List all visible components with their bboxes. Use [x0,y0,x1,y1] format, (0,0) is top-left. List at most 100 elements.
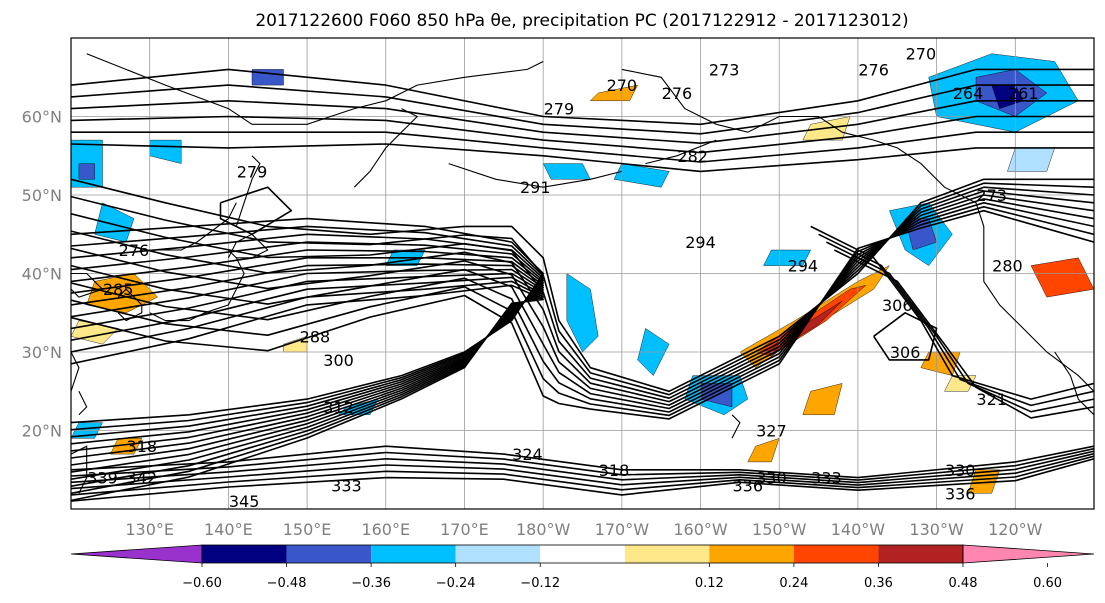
contour-label: 339 [87,469,118,488]
y-tick-label: 20°N [22,422,62,441]
y-tick-label: 50°N [22,186,62,205]
theta-e-contour [71,458,1094,502]
precip-area [566,273,599,353]
contour-label: 330 [945,461,976,480]
contour-label: 279 [544,100,575,119]
precip-area [542,163,591,180]
contour-label: 312 [323,398,354,417]
contour-labels: 273 276 270 279 282 279 276 285 291 288 300 294 294 3… [87,45,1039,509]
theta-e-contour [71,455,1094,496]
x-tick-label: 150°E [283,520,332,539]
colorbar-extend-low [70,544,203,564]
x-tick-label: 170°W [595,520,650,539]
coastline [86,53,544,125]
contour-label: 273 [709,60,740,79]
theta-e-contour [71,450,1094,484]
theta-e-contour [71,452,1094,490]
theta-e-contour [833,249,1094,419]
theta-e-contour [219,186,293,236]
contour-label: 276 [858,60,889,79]
contour-label: 318 [599,461,630,480]
precip-area [763,249,812,266]
theta-e-contour [818,233,1094,407]
theta-e-contour [71,194,1094,406]
theta-e-contour [71,186,1094,400]
colorbar-segment [286,545,372,563]
x-tick-label: 160°E [361,520,410,539]
coastline [353,108,419,188]
colorbar: −0.60 −0.48 −0.36 −0.24 −0.12 0.12 0.24 0.36 0.4… [70,544,1095,591]
contour-label: 306 [882,296,913,315]
coastline [157,202,237,251]
theta-e-contour [71,445,1094,479]
colorbar-tick-label: 0.12 [695,576,724,591]
x-tick-label: 130°W [909,520,964,539]
contour-label: 276 [662,84,693,103]
contour-label: 282 [677,147,708,166]
colorbar-segment [709,545,794,563]
chart-title: 2017122600 F060 850 hPa θe, precipitatio… [255,11,908,31]
contour-label: 294 [788,257,819,276]
coastline [448,163,622,188]
theta-e-contour [826,241,1094,413]
theta-e-contour [71,209,1094,420]
y-tick-label: 40°N [22,265,62,284]
contour-label: 342 [127,469,158,488]
theta-e-contour [873,311,938,361]
precip-area [747,437,780,463]
y-axis-ticks: 20°N 30°N 40°N 50°N 60°N [22,108,62,441]
contour-label: 333 [811,469,842,488]
colorbar-tick-label: 0.36 [864,576,893,591]
contour-label: 291 [520,178,551,197]
contour-label: 261 [1008,84,1039,103]
contour-label: 280 [992,257,1023,276]
precip-area [1007,147,1055,172]
colorbar-segment [793,545,879,563]
theta-e-contour [810,225,1094,400]
map-frame [70,37,1095,510]
colorbar-extend-high [962,544,1095,564]
precip-area [613,163,670,188]
x-tick-label: 160°W [673,520,728,539]
colorbar-tick-label: −0.60 [182,576,222,591]
contour-label: 324 [512,445,543,464]
contour-label: 264 [953,84,984,103]
coastline [645,139,717,165]
colorbar-segment [624,545,710,563]
colorbar-tick-label: −0.12 [520,576,560,591]
colorbar-segment [540,545,625,563]
x-tick-label: 120°W [988,520,1043,539]
contour-label: 327 [756,422,787,441]
x-tick-label: 140°W [831,520,886,539]
contour-label: 333 [331,476,362,495]
precip-area [1030,257,1094,298]
colorbar-tick-label: 0.60 [1033,576,1062,591]
x-tick-label: 170°E [440,520,489,539]
coastline [731,414,741,439]
contour-label: 300 [323,351,354,370]
x-axis-ticks: 130°E 140°E 150°E 160°E 170°E 180°W 170°W 160°W… [125,520,1042,539]
coastline [983,250,1094,392]
precip-area [802,383,843,415]
theta-e-contour [71,115,1094,154]
theta-e-contour [71,131,1094,163]
map-area: 273 276 270 279 282 279 276 285 291 288 300 294 294 3… [71,38,1094,509]
theta-e-contour [71,84,1094,135]
y-tick-label: 30°N [22,343,62,362]
coastline [1054,351,1094,416]
contour-label: 279 [237,162,268,181]
x-tick-label: 150°W [752,520,807,539]
colorbar-tick-label: −0.48 [267,576,307,591]
y-tick-label: 60°N [22,108,62,127]
contour-label: 270 [906,45,937,64]
theta-e-contour [71,202,1094,413]
colorbar-segment [455,545,541,563]
colorbar-segment [371,545,456,563]
colorbar-tick-label: −0.36 [351,576,391,591]
contour-label: 330 [756,469,787,488]
theta-e-contour [71,68,1094,126]
precip-area [78,163,95,180]
contour-label: 294 [685,233,716,252]
contour-label: 336 [945,484,976,503]
